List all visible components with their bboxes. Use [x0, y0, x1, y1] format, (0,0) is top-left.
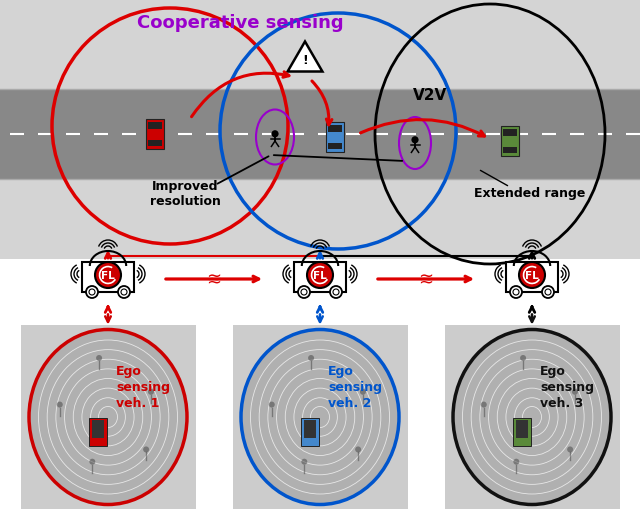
Text: V2V: V2V: [413, 88, 447, 102]
Circle shape: [89, 290, 95, 295]
Circle shape: [520, 355, 526, 361]
Circle shape: [269, 402, 275, 408]
Circle shape: [333, 290, 339, 295]
Bar: [294, 263, 346, 293]
Circle shape: [510, 287, 522, 298]
Circle shape: [301, 290, 307, 295]
Bar: [304, 420, 316, 428]
Circle shape: [308, 355, 314, 361]
Text: FL: FL: [525, 270, 539, 280]
Circle shape: [271, 131, 278, 138]
Bar: [0, 0, 640, 260]
Bar: [146, 120, 164, 150]
Circle shape: [481, 402, 487, 408]
Bar: [0, 90, 640, 180]
Circle shape: [360, 389, 366, 395]
Text: Improved
resolution: Improved resolution: [150, 180, 220, 208]
Ellipse shape: [241, 330, 399, 504]
Circle shape: [572, 389, 578, 395]
Bar: [232, 325, 408, 509]
Polygon shape: [287, 42, 323, 72]
Bar: [148, 140, 162, 147]
Circle shape: [330, 287, 342, 298]
Circle shape: [513, 290, 519, 295]
Circle shape: [513, 459, 519, 465]
Circle shape: [567, 446, 573, 453]
Bar: [503, 130, 517, 137]
Bar: [92, 428, 104, 438]
Circle shape: [118, 287, 130, 298]
Text: ≋: ≋: [207, 270, 221, 289]
Bar: [516, 420, 528, 428]
Circle shape: [121, 290, 127, 295]
Text: Ego
sensing
veh. 2: Ego sensing veh. 2: [328, 365, 382, 410]
Text: Extended range: Extended range: [474, 187, 586, 200]
Text: !: !: [302, 53, 308, 66]
Bar: [445, 325, 620, 509]
Bar: [326, 123, 344, 153]
Circle shape: [57, 402, 63, 408]
Ellipse shape: [453, 330, 611, 504]
Circle shape: [355, 446, 361, 453]
Bar: [506, 263, 558, 293]
Bar: [503, 148, 517, 154]
Circle shape: [143, 446, 149, 453]
Circle shape: [519, 263, 545, 289]
Bar: [304, 428, 316, 438]
Text: FL: FL: [101, 270, 115, 280]
Bar: [148, 123, 162, 130]
Text: Cooperative sensing: Cooperative sensing: [137, 14, 343, 32]
Bar: [92, 420, 104, 428]
Bar: [89, 418, 107, 446]
Circle shape: [542, 287, 554, 298]
Bar: [328, 144, 342, 150]
Text: Ego
sensing
veh. 1: Ego sensing veh. 1: [116, 365, 170, 410]
Bar: [301, 418, 319, 446]
Bar: [82, 263, 134, 293]
Bar: [20, 325, 195, 509]
Bar: [328, 126, 342, 133]
Circle shape: [96, 355, 102, 361]
Circle shape: [148, 389, 154, 395]
Circle shape: [90, 459, 95, 465]
Circle shape: [412, 137, 419, 144]
Bar: [513, 418, 531, 446]
Ellipse shape: [29, 330, 187, 504]
Text: Ego
sensing
veh. 3: Ego sensing veh. 3: [540, 365, 594, 410]
Circle shape: [95, 263, 121, 289]
Text: ≋: ≋: [419, 270, 433, 289]
Text: FL: FL: [313, 270, 327, 280]
Circle shape: [301, 459, 307, 465]
Bar: [516, 428, 528, 438]
Bar: [501, 127, 519, 157]
Circle shape: [298, 287, 310, 298]
Circle shape: [307, 263, 333, 289]
Circle shape: [545, 290, 551, 295]
Circle shape: [86, 287, 98, 298]
